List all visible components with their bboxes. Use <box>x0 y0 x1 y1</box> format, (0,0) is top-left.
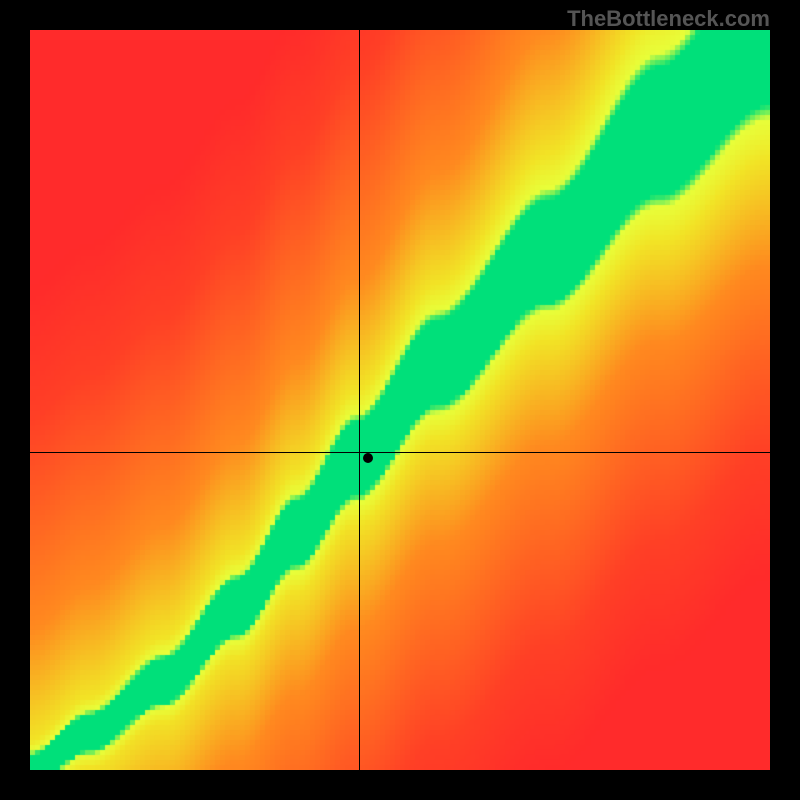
heatmap-plot <box>30 30 770 770</box>
crosshair-marker <box>363 453 373 463</box>
watermark-text: TheBottleneck.com <box>567 6 770 32</box>
crosshair-horizontal <box>30 452 770 453</box>
chart-container: TheBottleneck.com <box>0 0 800 800</box>
crosshair-vertical <box>359 30 360 770</box>
heatmap-canvas <box>30 30 770 770</box>
